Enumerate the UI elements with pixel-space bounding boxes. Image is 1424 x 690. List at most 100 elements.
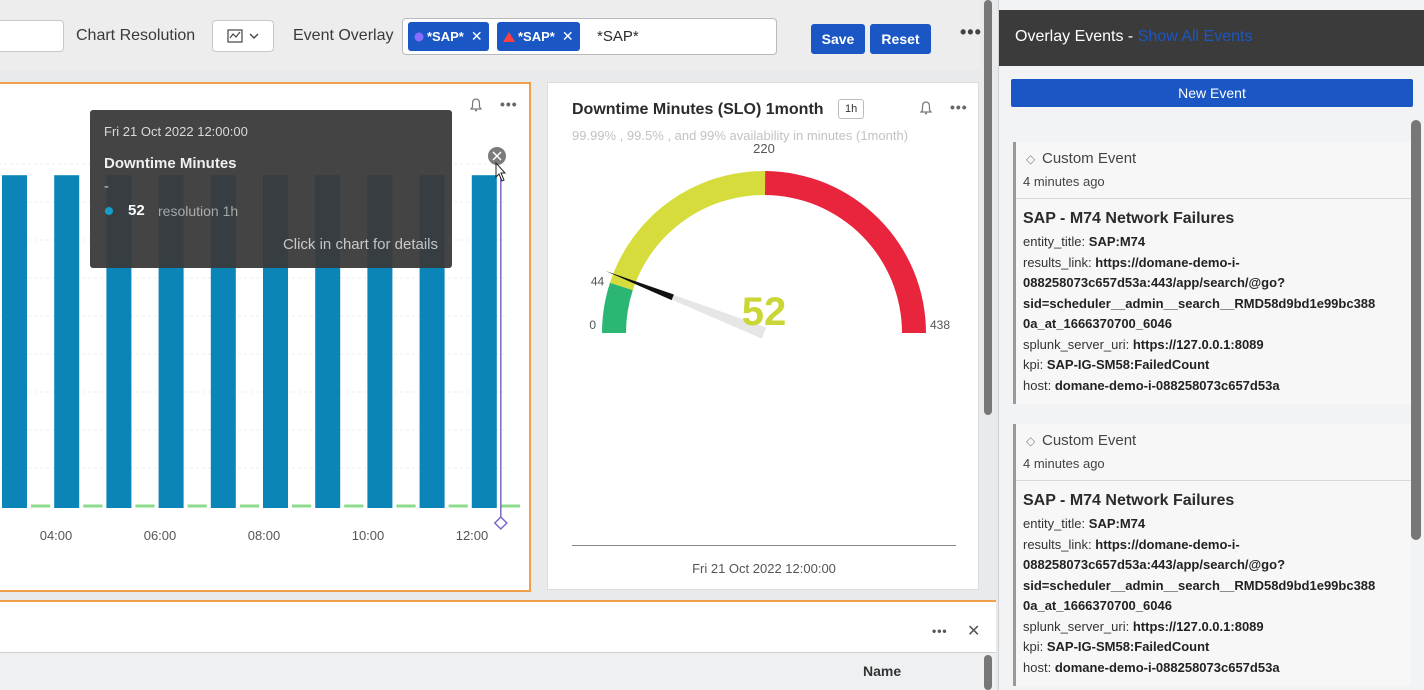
cursor-and-pin bbox=[488, 147, 507, 182]
bar[interactable] bbox=[2, 175, 27, 508]
tooltip-time: Fri 21 Oct 2022 12:00:00 bbox=[104, 124, 248, 139]
field-key: results_link: bbox=[1023, 536, 1092, 552]
event-field: splunk_server_uri: https://127.0.0.1:808… bbox=[1023, 619, 1264, 634]
gauge-mid-label: 220 bbox=[753, 141, 775, 156]
gauge-panel[interactable]: Downtime Minutes (SLO) 1month 1h ••• 99.… bbox=[547, 82, 979, 590]
field-value: https://127.0.0.1:8089 bbox=[1132, 336, 1264, 352]
gauge-band bbox=[602, 282, 633, 333]
sidebar-scrollbar[interactable] bbox=[1411, 120, 1421, 540]
field-key: entity_title: bbox=[1023, 516, 1086, 531]
field-value: SAP:M74 bbox=[1088, 516, 1146, 531]
field-key: kpi: bbox=[1023, 357, 1044, 372]
field-value: SAP-IG-SM58:FailedCount bbox=[1046, 639, 1210, 654]
overlay-input-text[interactable]: *SAP* bbox=[597, 28, 639, 45]
chart-resolution-label: Chart Resolution bbox=[76, 27, 196, 44]
field-value: 0a_at_1666370700_6046 bbox=[1023, 316, 1172, 331]
gauge-max-label: 438 bbox=[930, 318, 950, 332]
event-time: 4 minutes ago bbox=[1023, 456, 1105, 471]
gauge-date: Fri 21 Oct 2022 12:00:00 bbox=[692, 561, 836, 576]
chevron-down-icon bbox=[249, 33, 259, 39]
event-field: splunk_server_uri: https://127.0.0.1:808… bbox=[1023, 337, 1264, 352]
table-header: Name bbox=[0, 652, 996, 690]
overlay-chip[interactable]: *SAP* ✕ bbox=[408, 22, 489, 51]
field-value: 088258073c657d53a:443/app/search/@go? bbox=[1023, 557, 1286, 572]
remove-chip-icon[interactable]: ✕ bbox=[561, 28, 574, 44]
chart-tooltip: Fri 21 Oct 2022 12:00:00 Downtime Minute… bbox=[90, 110, 452, 268]
field-value: SAP-IG-SM58:FailedCount bbox=[1046, 357, 1210, 372]
field-value: domane-demo-i-088258073c657d53a bbox=[1054, 659, 1280, 675]
panel-more-icon[interactable]: ••• bbox=[950, 99, 968, 115]
gauge-band bbox=[610, 171, 766, 291]
event-field: entity_title: SAP:M74 bbox=[1023, 516, 1145, 531]
overlay-chip[interactable]: *SAP* ✕ bbox=[497, 22, 580, 51]
field-key: results_link: bbox=[1023, 254, 1092, 270]
new-event-button[interactable]: New Event bbox=[1011, 79, 1413, 107]
card-divider bbox=[1016, 198, 1414, 199]
reset-button[interactable]: Reset bbox=[870, 24, 931, 54]
event-title: SAP - M74 Network Failures bbox=[1023, 492, 1235, 509]
field-key: splunk_server_uri: bbox=[1023, 336, 1130, 352]
field-value: sid=scheduler__admin__search__RMD58d9bd1… bbox=[1023, 295, 1376, 311]
field-value: domane-demo-i-088258073c657d53a bbox=[1054, 377, 1280, 393]
close-icon[interactable]: ✕ bbox=[967, 623, 981, 640]
diamond-icon: ◇ bbox=[1026, 434, 1036, 448]
x-tick-label: 10:00 bbox=[352, 528, 385, 543]
hand-cursor-icon bbox=[495, 161, 507, 182]
main-scrollbar[interactable] bbox=[984, 0, 992, 415]
event-field: kpi: SAP-IG-SM58:FailedCount bbox=[1023, 357, 1209, 372]
toolbar-more-icon[interactable]: ••• bbox=[960, 22, 982, 42]
bar[interactable] bbox=[54, 175, 80, 508]
event-type: Custom Event bbox=[1042, 150, 1137, 167]
bar-chart-panel[interactable]: 04:00 06:00 08:00 10:00 12:00 ••• bbox=[0, 82, 531, 592]
event-overlay-label: Event Overlay bbox=[293, 27, 394, 44]
event-field: 088258073c657d53a:443/app/search/@go? bbox=[1023, 275, 1285, 290]
show-all-events-link[interactable]: Show All Events bbox=[1137, 28, 1253, 45]
overlay-events-sidebar: Overlay Events - Show All Events New Eve… bbox=[998, 0, 1424, 690]
event-card[interactable]: ◇ Custom Event 4 minutes ago SAP - M74 Netw… bbox=[1013, 424, 1414, 686]
resolution-badge: 1h bbox=[838, 99, 865, 119]
event-marker-diamond[interactable] bbox=[493, 515, 508, 531]
card-divider bbox=[1016, 480, 1414, 481]
bar[interactable] bbox=[471, 175, 497, 508]
gauge-divider bbox=[572, 545, 956, 546]
gauge-needle-tip bbox=[605, 271, 674, 301]
sidebar-header: Overlay Events - Show All Events bbox=[999, 10, 1424, 66]
series-dot-icon bbox=[105, 207, 113, 215]
panel-more-icon[interactable]: ••• bbox=[500, 96, 518, 112]
circle-icon bbox=[414, 32, 424, 41]
field-value: SAP:M74 bbox=[1088, 234, 1146, 249]
field-value: https://127.0.0.1:8089 bbox=[1132, 618, 1264, 634]
tooltip-click-hint: Click in chart for details bbox=[282, 236, 438, 253]
time-range-input[interactable] bbox=[0, 20, 64, 52]
field-key: host: bbox=[1023, 377, 1052, 393]
event-field: host: domane-demo-i-088258073c657d53a bbox=[1023, 378, 1280, 393]
event-field: kpi: SAP-IG-SM58:FailedCount bbox=[1023, 639, 1209, 654]
chip-label: *SAP* bbox=[518, 29, 555, 44]
diamond-icon: ◇ bbox=[1026, 152, 1036, 166]
field-value: 088258073c657d53a:443/app/search/@go? bbox=[1023, 275, 1286, 290]
chart-resolution-select[interactable] bbox=[212, 20, 274, 52]
remove-chip-icon[interactable]: ✕ bbox=[470, 28, 483, 44]
bottom-panel: ••• ✕ Name bbox=[0, 600, 996, 690]
name-column-header[interactable]: Name bbox=[863, 663, 902, 679]
bottom-scrollbar[interactable] bbox=[984, 655, 992, 690]
bottom-more-icon[interactable]: ••• bbox=[932, 624, 948, 638]
event-card[interactable]: ◇ Custom Event 4 minutes ago SAP - M74 Netw… bbox=[1013, 142, 1414, 404]
x-tick-label: 12:00 bbox=[456, 528, 489, 543]
event-overlay-field[interactable]: *SAP* ✕ *SAP* ✕ *SAP* bbox=[402, 18, 777, 55]
gauge-subtitle: 99.99% , 99.5% , and 99% availability in… bbox=[572, 128, 909, 143]
chip-label: *SAP* bbox=[427, 29, 464, 44]
event-type: Custom Event bbox=[1042, 432, 1137, 449]
tooltip-resolution: resolution 1h bbox=[158, 203, 239, 219]
event-field: 0a_at_1666370700_6046 bbox=[1023, 316, 1172, 331]
event-time: 4 minutes ago bbox=[1023, 174, 1105, 189]
x-tick-label: 04:00 bbox=[40, 528, 73, 543]
field-value: https://domane-demo-i- bbox=[1095, 254, 1240, 270]
event-field: sid=scheduler__admin__search__RMD58d9bd1… bbox=[1023, 296, 1375, 311]
bell-icon[interactable] bbox=[919, 101, 933, 118]
event-title: SAP - M74 Network Failures bbox=[1023, 210, 1235, 227]
gauge-chart: 220 0 438 44 52 bbox=[589, 141, 950, 339]
gauge-band bbox=[764, 171, 926, 333]
gauge-marker-label: 44 bbox=[591, 274, 605, 288]
save-button[interactable]: Save bbox=[811, 24, 865, 54]
